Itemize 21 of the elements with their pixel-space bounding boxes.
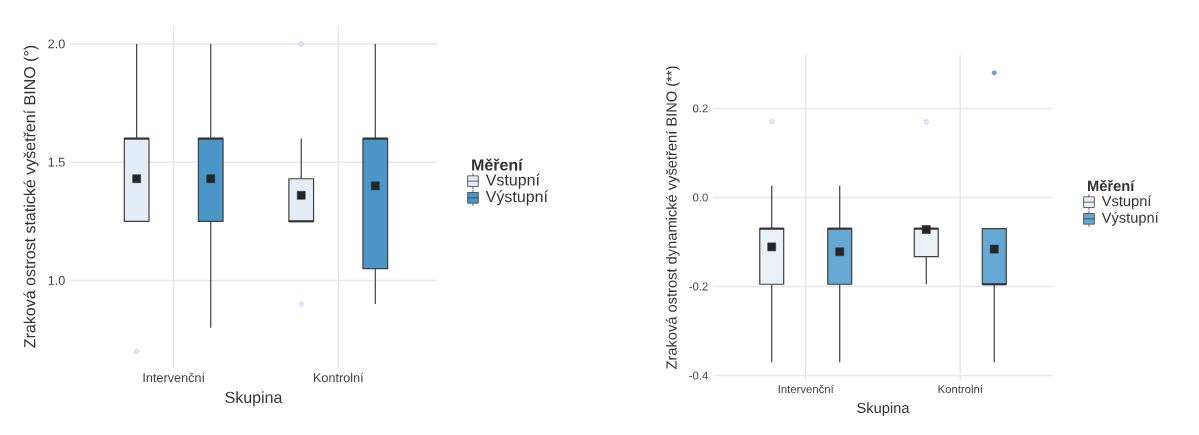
y-axis-title: Zraková ostrost statické vyšetření BINO (°)	[23, 45, 39, 348]
x-tick-label: Kontrolní	[313, 372, 364, 383]
legend-label: Výstupní	[485, 190, 548, 206]
y-tick-label: 2.0	[48, 39, 65, 49]
y-tick-label: 1.0	[48, 275, 65, 285]
y-axis-title: Zraková ostrost dynamické vyšetření BINO (**)	[665, 66, 680, 370]
legend-label: Výstupní	[1101, 211, 1159, 226]
legend-title: Měření	[472, 158, 524, 171]
x-tick-label: Intervenční	[778, 384, 834, 394]
x-tick-label: Intervenční	[143, 372, 205, 383]
y-tick-label: -0.2	[689, 282, 708, 291]
legend-label: Vstupní	[1101, 195, 1152, 210]
x-tick-label: Kontrolní	[938, 384, 983, 394]
legend-title: Měření	[1088, 179, 1135, 192]
y-tick-label: -0.4	[689, 371, 708, 380]
y-tick-label: 0.0	[692, 193, 708, 202]
x-axis-title: Skupina	[857, 402, 910, 416]
legend-label: Vstupní	[485, 173, 540, 189]
y-tick-label: 0.2	[692, 104, 708, 113]
y-tick-label: 1.5	[48, 157, 65, 167]
x-axis-title: Skupina	[225, 391, 283, 407]
